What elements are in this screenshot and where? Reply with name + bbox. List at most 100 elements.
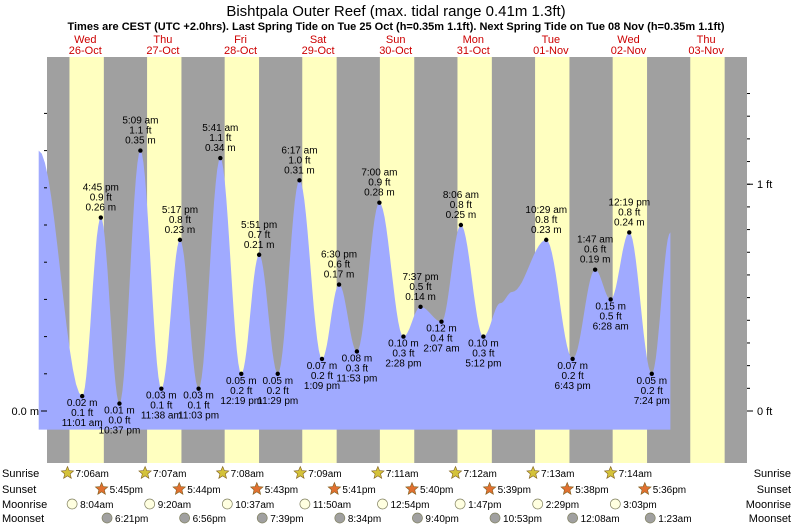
chart-title: Bishtpala Outer Reef (max. tidal range 0…: [226, 3, 565, 20]
day-date-label: 01-Nov: [533, 45, 569, 57]
high-tide-label: 0.35 m: [125, 136, 156, 147]
high-tide-label: 0.24 m: [614, 217, 645, 228]
moonrise-icon: [144, 498, 156, 510]
moonset-icon: [101, 512, 113, 524]
high-tide-label: 7:00 am: [361, 168, 397, 179]
tide-point: [297, 178, 302, 183]
moonrise-time: 8:04am: [80, 500, 113, 511]
moonset-time: 12:08am: [581, 514, 620, 525]
right-axis-label: 0 ft: [757, 406, 772, 418]
sunset-icon: [249, 481, 264, 495]
sunset-icon: [94, 481, 109, 495]
moonrise-icon: [66, 498, 78, 510]
day-name-label: Fri: [234, 34, 247, 46]
moonset-time: 10:53pm: [503, 514, 542, 525]
sunrise-time: 7:13am: [541, 469, 574, 480]
low-tide-label: 12:19 pm: [220, 396, 262, 407]
moonrise-icon: [377, 498, 388, 510]
sunset-icon: [482, 481, 497, 495]
tide-point: [570, 356, 575, 362]
low-tide-label: 0.3 ft: [346, 363, 368, 374]
day-name-label: Sun: [386, 34, 406, 46]
footer-row-label-right: Moonset: [749, 513, 791, 525]
moonrise-time: 11:50am: [313, 500, 351, 511]
sunrise-icon: [293, 465, 308, 479]
day-date-label: 26-Oct: [69, 45, 102, 57]
tide-point: [256, 252, 262, 257]
sunset-time: 5:43pm: [265, 485, 298, 496]
low-tide-label: 0.12 m: [426, 324, 457, 335]
high-tide-label: 8:06 am: [443, 190, 479, 201]
day-date-label: 03-Nov: [688, 45, 724, 57]
tide-point: [79, 393, 85, 399]
footer-row-label: Moonrise: [2, 499, 47, 511]
moonset-icon: [256, 512, 268, 524]
low-tide-label: 0.03 m: [146, 391, 177, 402]
low-tide-label: 0.4 ft: [430, 334, 452, 345]
sunrise-time: 7:09am: [308, 469, 341, 480]
high-tide-label: 0.6 ft: [584, 245, 606, 256]
tide-point: [608, 297, 613, 302]
high-tide-label: 5:41 am: [202, 123, 238, 134]
day-date-label: 28-Oct: [224, 45, 257, 57]
low-tide-label: 0.05 m: [226, 376, 257, 387]
moonrise-time: 10:37am: [235, 500, 274, 511]
tide-point: [117, 401, 122, 406]
sunset-icon: [172, 481, 187, 495]
moonset-icon: [489, 512, 501, 524]
footer-row-label-right: Moonrise: [746, 499, 791, 511]
high-tide-label: 0.8 ft: [535, 215, 557, 226]
low-tide-label: 0.10 m: [388, 339, 419, 350]
moonrise-icon: [454, 498, 466, 510]
low-tide-label: 0.2 ft: [230, 386, 252, 397]
tide-point: [592, 267, 598, 272]
low-tide-label: 0.10 m: [468, 339, 499, 350]
moonset-time: 9:40pm: [425, 514, 458, 525]
sunset-time: 5:38pm: [575, 485, 608, 496]
sunrise-icon: [603, 465, 618, 479]
y-axes: 0.0 m 0 ft 1 ft: [11, 93, 772, 418]
low-tide-label: 11:38 am: [141, 411, 182, 422]
high-tide-label: 6:17 am: [281, 145, 317, 156]
low-tide-label: 0.0 ft: [108, 416, 130, 427]
high-tide-label: 0.17 m: [324, 270, 355, 281]
low-tide-label: 11:03 pm: [178, 411, 219, 422]
tide-point: [354, 349, 360, 354]
low-tide-label: 0.05 m: [262, 376, 293, 387]
high-tide-label: 1.1 ft: [209, 133, 231, 144]
day-date-label: 02-Nov: [611, 45, 647, 57]
high-tide-label: 10:29 am: [525, 205, 567, 216]
sunrise-time: 7:06am: [75, 469, 108, 480]
sunrise-icon: [370, 465, 385, 479]
moonset-time: 7:39pm: [270, 514, 303, 525]
high-tide-label: 5:51 pm: [241, 220, 277, 231]
low-tide-label: 0.3 ft: [392, 349, 414, 360]
sunrise-time: 7:14am: [619, 469, 652, 480]
chart-subtitle: Times are CEST (UTC +2.0hrs). Last Sprin…: [67, 21, 724, 33]
footer-row-label: Sunset: [2, 484, 36, 496]
high-tide-label: 6:30 pm: [321, 250, 357, 261]
day-name-label: Mon: [463, 34, 484, 46]
tide-point: [159, 386, 164, 391]
low-tide-label: 0.07 m: [557, 361, 588, 372]
tide-curve: [38, 150, 671, 430]
tide-point: [98, 215, 104, 220]
moonrise-time: 12:54pm: [391, 500, 430, 511]
sunset-time: 5:36pm: [653, 485, 686, 496]
low-tide-label: 0.08 m: [342, 353, 373, 364]
moonrise-time: 1:47pm: [468, 500, 501, 511]
tide-point: [627, 230, 632, 235]
moonrise-icon: [609, 498, 621, 510]
low-tide-label: 2:28 pm: [385, 359, 421, 370]
footer-row-label: Moonset: [2, 513, 44, 525]
tide-point: [196, 386, 201, 391]
high-tide-label: 0.9 ft: [368, 178, 390, 189]
low-tide-label: 0.2 ft: [311, 371, 333, 382]
low-tide-label: 11:29 pm: [257, 396, 298, 407]
high-tide-label: 1.1 ft: [129, 126, 151, 137]
high-tide-label: 0.21 m: [244, 240, 275, 251]
tide-point: [439, 319, 444, 324]
high-tide-label: 0.5 ft: [409, 282, 431, 293]
